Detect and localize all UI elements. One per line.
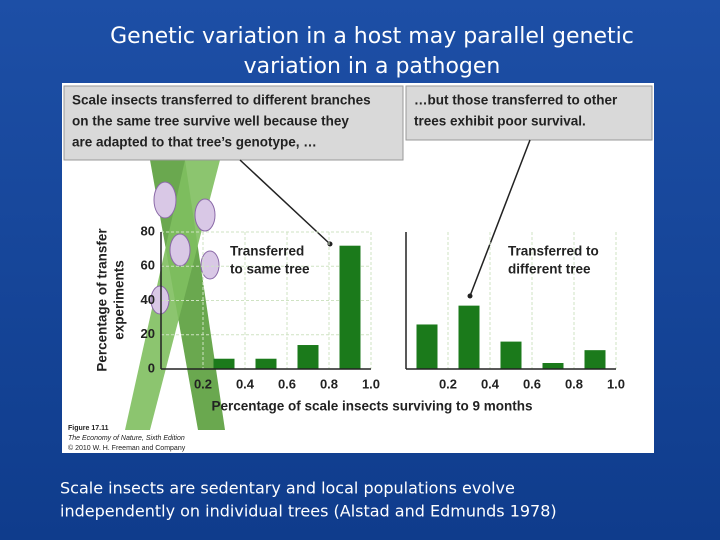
callout-box [405, 85, 653, 141]
y-tick-label: 20 [141, 326, 155, 341]
callout-text: are adapted to that tree’s genotype, … [72, 135, 317, 150]
bar [213, 358, 235, 369]
caption: Scale insects are sedentary and local po… [60, 479, 515, 498]
y-tick-label: 80 [141, 223, 155, 238]
x-tick-label: 1.0 [362, 376, 380, 391]
callout-text: …but those transferred to other [414, 93, 618, 108]
bar [339, 245, 361, 369]
y-tick-label: 40 [141, 292, 155, 307]
callout-text: on the same tree survive well because th… [72, 114, 349, 129]
credit: © 2010 W. H. Freeman and Company [68, 444, 186, 452]
callout-text: trees exhibit poor survival. [414, 114, 586, 129]
bar [584, 350, 606, 369]
bar [416, 324, 438, 369]
bar [500, 341, 522, 369]
x-axis-label: Percentage of scale insects surviving to… [211, 399, 532, 414]
bar [458, 305, 480, 369]
x-tick-label: 0.2 [439, 376, 457, 391]
annotation: Transferred [230, 244, 304, 259]
x-tick-label: 0.6 [523, 376, 541, 391]
y-tick-label: 60 [141, 258, 155, 273]
plant-illustration [125, 160, 225, 430]
pointer [469, 139, 531, 297]
credit: Figure 17.11 [68, 425, 109, 432]
x-tick-label: 0.6 [278, 376, 296, 391]
x-tick-label: 0.8 [320, 376, 338, 391]
callout-box [63, 85, 404, 161]
pointer-dot [467, 293, 473, 299]
annotation: Transferred to [508, 244, 599, 259]
annotation: different tree [508, 262, 591, 277]
annotation: to same tree [230, 262, 310, 277]
x-tick-label: 0.4 [236, 376, 255, 391]
bar [297, 345, 319, 369]
callout-text: Scale insects transferred to different b… [72, 93, 371, 108]
x-tick-label: 0.2 [194, 376, 212, 391]
y-axis-label: Percentage of transfer [95, 228, 110, 372]
credit: The Economy of Nature, Sixth Edition [68, 435, 185, 442]
bar [255, 358, 277, 369]
charts: 0 20 40 60 80 0.2 0.4 0.6 0.8 1.0 Transferred to sa… [95, 223, 625, 413]
x-tick-label: 1.0 [607, 376, 625, 391]
x-tick-label: 0.4 [481, 376, 500, 391]
pointer-dot [327, 241, 333, 247]
slide-title: Genetic variation in a host may parallel… [110, 24, 634, 49]
y-axis-label: experiments [112, 260, 127, 340]
x-tick-label: 0.8 [565, 376, 583, 391]
bar [542, 363, 564, 369]
y-tick-label: 0 [148, 360, 155, 375]
pointer [239, 159, 331, 245]
slide-title: variation in a pathogen [244, 54, 501, 79]
caption: independently on individual trees (Alsta… [60, 502, 557, 521]
